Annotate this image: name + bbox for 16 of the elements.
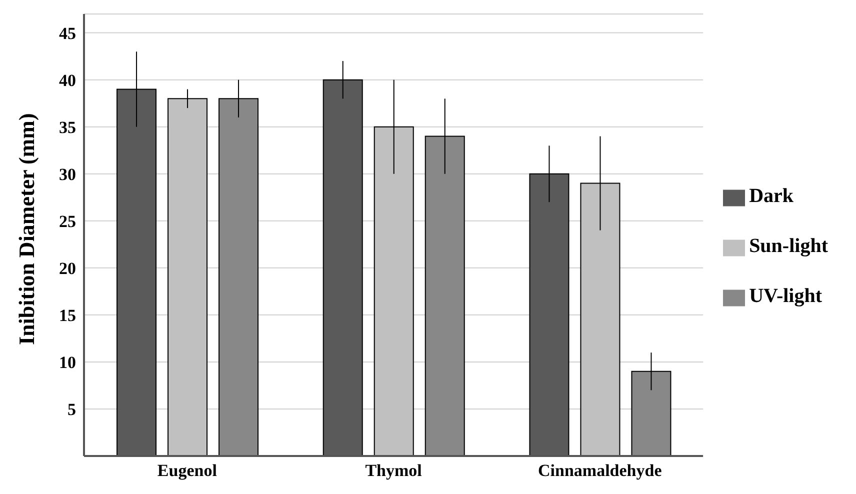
y-tick-label: 15	[59, 306, 76, 325]
y-tick-label: 30	[59, 164, 76, 184]
legend-label: Sun-light	[749, 235, 828, 257]
y-tick-label: 40	[59, 70, 76, 90]
legend-label: Dark	[749, 185, 794, 207]
y-tick-label: 10	[59, 352, 76, 372]
y-tick-label: 35	[59, 118, 76, 137]
x-tick-label: Cinnamaldehyde	[538, 461, 662, 480]
legend-label: UV-light	[749, 285, 822, 307]
y-tick-label: 20	[59, 258, 76, 278]
x-tick-label: Eugenol	[157, 461, 218, 480]
x-tick-label: Thymol	[365, 461, 422, 480]
y-axis-title: Inibition Diameter (mm)	[14, 113, 39, 345]
y-tick-label: 45	[59, 24, 76, 43]
y-tick-label: 25	[59, 212, 76, 231]
y-tick-label: 5	[68, 400, 76, 420]
